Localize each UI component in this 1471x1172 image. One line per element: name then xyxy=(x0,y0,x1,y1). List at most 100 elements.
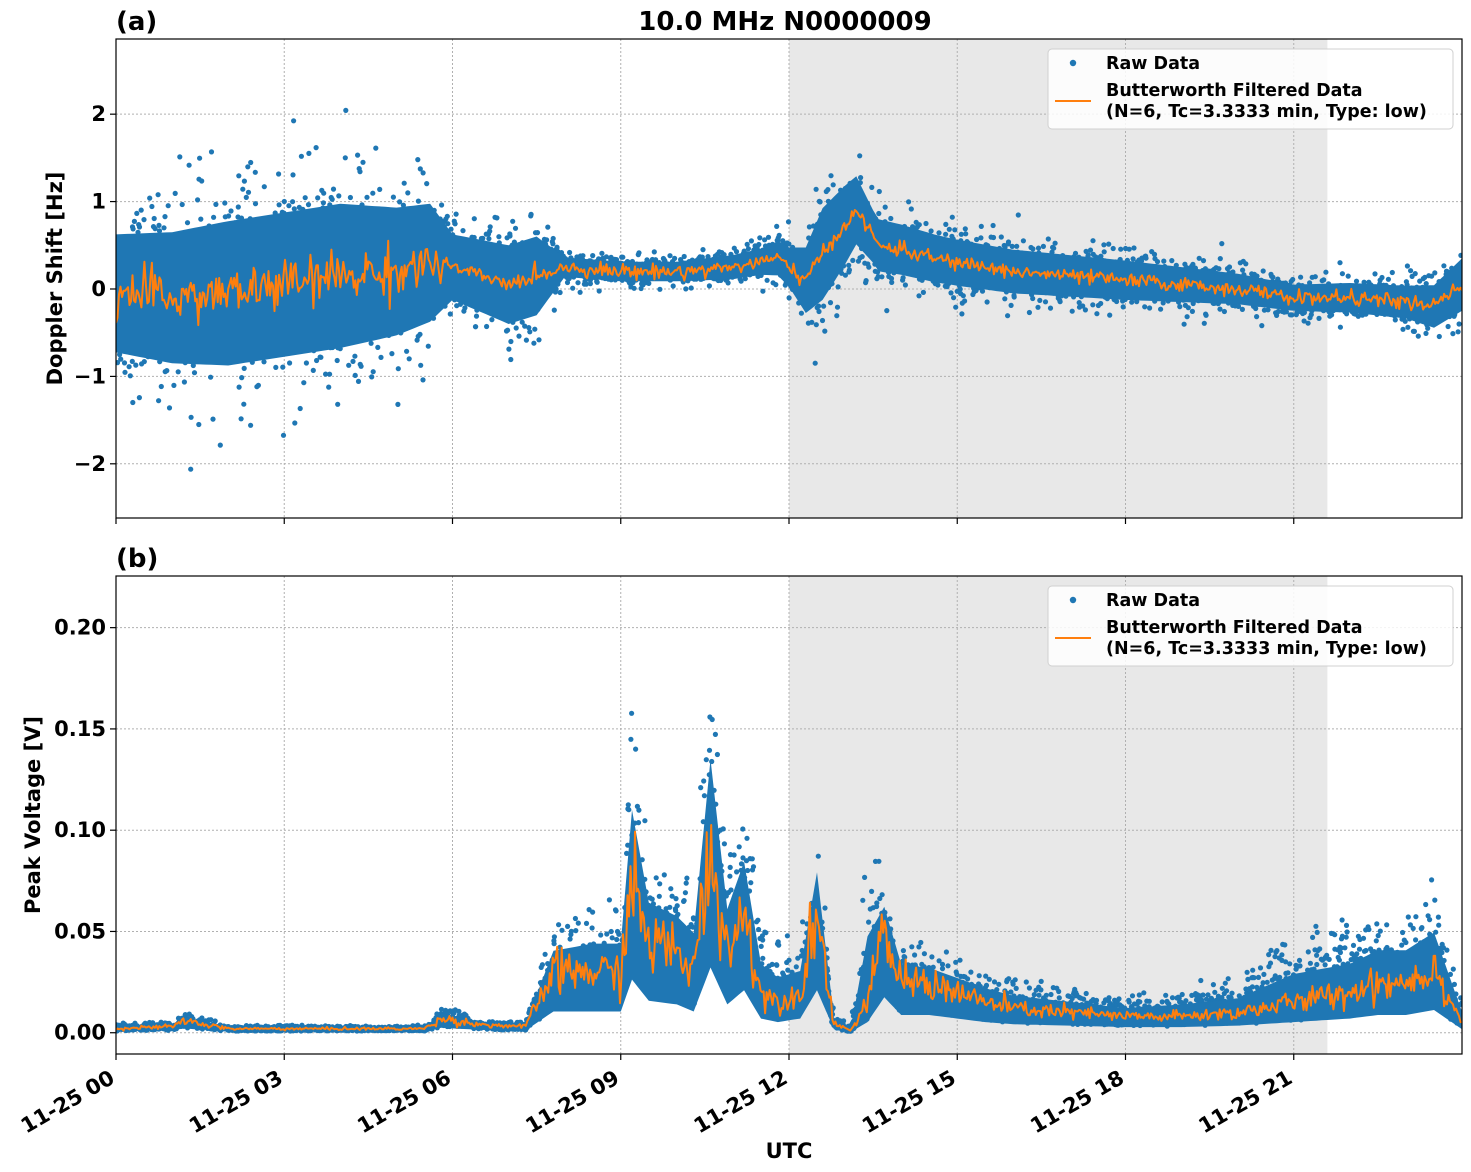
raw-data-point xyxy=(567,249,573,256)
raw-data-point xyxy=(290,172,296,178)
raw-data-point xyxy=(471,216,477,222)
raw-data-point xyxy=(699,254,705,260)
raw-data-point xyxy=(978,223,984,229)
raw-data-point xyxy=(175,369,181,375)
raw-data-point xyxy=(834,313,840,319)
raw-data-point xyxy=(1323,269,1329,275)
raw-data-point xyxy=(507,233,513,239)
raw-data-point xyxy=(405,190,411,196)
grid xyxy=(116,576,1462,1054)
raw-data-point xyxy=(821,303,827,309)
raw-data-point xyxy=(1429,273,1435,279)
raw-data-point xyxy=(473,313,480,319)
raw-data-point xyxy=(1076,300,1082,306)
raw-data-point xyxy=(1423,330,1429,336)
raw-data-point xyxy=(916,222,922,228)
raw-data-point xyxy=(1131,245,1137,251)
raw-data-point xyxy=(1045,236,1051,242)
raw-data-point xyxy=(134,210,140,216)
raw-data-point xyxy=(765,234,772,240)
raw-data-point xyxy=(342,155,348,161)
raw-data-point xyxy=(252,201,259,207)
raw-data-point xyxy=(302,195,308,201)
raw-data-point xyxy=(523,337,530,343)
raw-data-point xyxy=(236,384,242,390)
raw-data-point xyxy=(1042,299,1049,305)
raw-data-point xyxy=(236,173,242,179)
raw-data-point xyxy=(1015,212,1021,218)
raw-data-point xyxy=(620,254,626,260)
raw-data-point xyxy=(902,282,909,288)
raw-data-point xyxy=(1345,273,1351,279)
raw-data-point xyxy=(1235,303,1242,309)
raw-data-point xyxy=(243,194,249,200)
raw-data-point xyxy=(199,178,205,184)
raw-data-point xyxy=(550,235,556,242)
raw-data-point xyxy=(551,307,557,313)
raw-data-point xyxy=(1217,306,1223,312)
raw-data-point xyxy=(812,360,818,366)
raw-data-point xyxy=(486,236,492,242)
raw-data-point xyxy=(1337,260,1343,266)
raw-data-point xyxy=(756,241,762,248)
raw-data-point xyxy=(1185,305,1191,311)
raw-data-point xyxy=(798,310,805,316)
raw-data-point xyxy=(1184,314,1190,320)
raw-data-point xyxy=(1411,328,1417,334)
raw-data-point xyxy=(1110,245,1116,252)
raw-data-point xyxy=(536,337,542,343)
raw-data-point xyxy=(276,171,282,177)
legend-filtered-label-line1: Butterworth Filtered Data xyxy=(1106,81,1363,101)
raw-data-point xyxy=(138,207,144,213)
raw-data-point xyxy=(596,288,602,294)
raw-data-point xyxy=(1274,312,1280,318)
raw-data-point xyxy=(184,220,191,226)
raw-data-point xyxy=(876,188,882,195)
raw-data-point xyxy=(326,384,332,390)
raw-data-point xyxy=(906,199,912,205)
raw-data-point xyxy=(1101,249,1107,255)
raw-data-point xyxy=(292,420,298,426)
raw-data-point xyxy=(721,252,727,258)
raw-data-point xyxy=(1404,263,1410,269)
raw-data-point xyxy=(534,230,541,236)
raw-data-point xyxy=(291,118,297,124)
raw-data-point xyxy=(291,206,297,212)
raw-data-point xyxy=(1455,329,1461,335)
raw-data-point xyxy=(1057,299,1063,305)
raw-data-point xyxy=(1316,315,1322,321)
raw-data-point xyxy=(613,257,620,263)
raw-data-point xyxy=(1009,243,1015,249)
raw-data-point xyxy=(177,154,183,160)
raw-data-point xyxy=(315,195,321,201)
raw-data-point xyxy=(1243,261,1249,267)
raw-data-point xyxy=(494,215,500,221)
raw-data-point xyxy=(161,225,167,231)
raw-data-point xyxy=(155,192,161,198)
raw-data-point xyxy=(786,295,792,301)
raw-data-point xyxy=(1005,239,1012,245)
raw-data-point xyxy=(990,222,996,229)
raw-data-point xyxy=(1385,276,1391,282)
raw-data-point xyxy=(1432,270,1438,276)
raw-data-point xyxy=(762,237,768,243)
raw-data-point xyxy=(1436,333,1442,340)
raw-data-point xyxy=(1190,261,1196,267)
figure-title: 10.0 MHz N0000009 xyxy=(638,7,931,37)
raw-data-point xyxy=(998,234,1004,240)
raw-data-point xyxy=(1450,331,1456,337)
raw-data-point xyxy=(1259,323,1265,329)
raw-data-point xyxy=(527,329,533,335)
raw-data-point xyxy=(888,215,894,222)
raw-data-point xyxy=(347,194,353,201)
raw-data-point xyxy=(528,211,534,217)
raw-data-point xyxy=(1011,294,1017,300)
raw-data-point xyxy=(1321,277,1327,283)
raw-data-point xyxy=(1120,304,1126,310)
raw-data-point xyxy=(510,218,516,224)
raw-data-point xyxy=(920,289,927,295)
raw-data-point xyxy=(1085,252,1091,258)
raw-data-point xyxy=(280,364,286,370)
raw-data-point xyxy=(141,217,147,223)
